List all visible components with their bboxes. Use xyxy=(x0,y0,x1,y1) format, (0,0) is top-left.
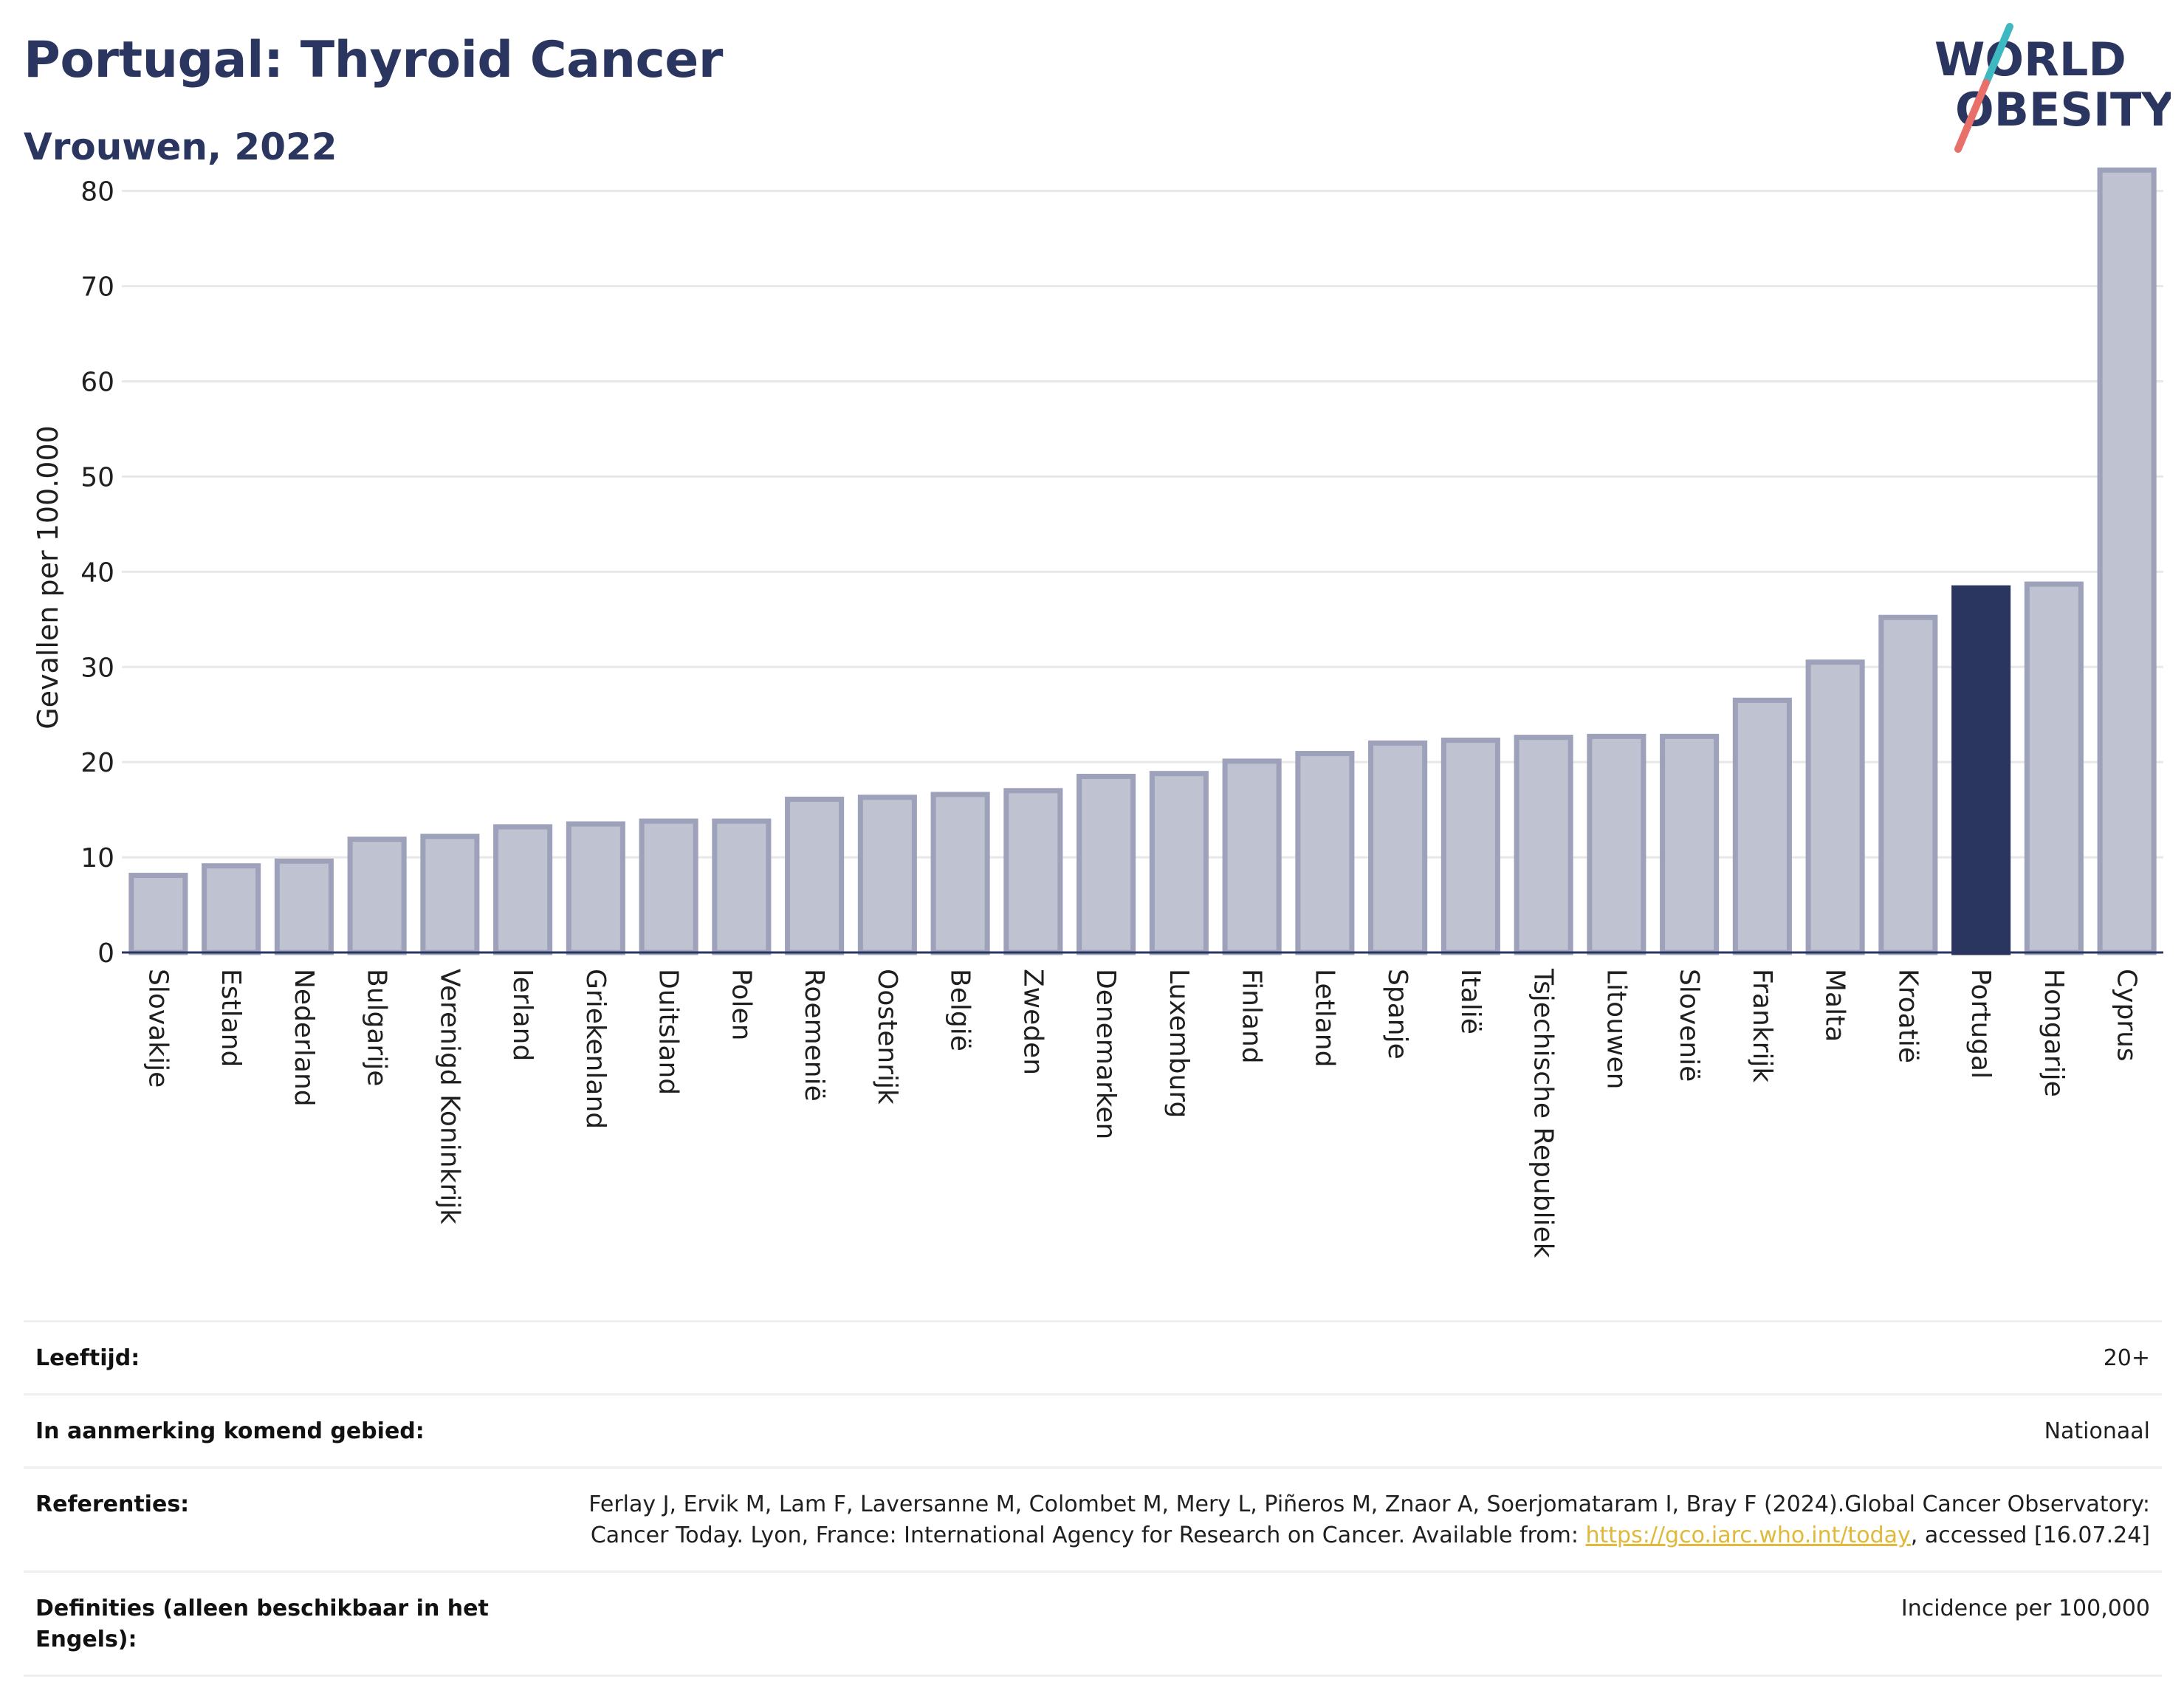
reference-link[interactable]: https://gco.iarc.who.int/today xyxy=(1585,1522,1911,1548)
x-tick-label: Slovenië xyxy=(1674,969,1704,1082)
bar-portugal xyxy=(1951,585,2011,955)
logo-slash-top xyxy=(1982,23,2013,86)
meta-label-age: Leeftijd: xyxy=(35,1345,140,1371)
page-title: Portugal: Thyroid Cancer xyxy=(24,31,723,89)
bar-hongarije xyxy=(2024,581,2084,955)
y-axis-title: Gevallen per 100.000 xyxy=(32,425,64,729)
y-tick-label: 70 xyxy=(80,272,114,303)
y-tick-labels: 0 10 20 30 40 50 60 70 80 xyxy=(80,177,114,969)
meta-value-references: Ferlay J, Ervik M, Lam F, Laversanne M, … xyxy=(540,1489,2150,1551)
logo-slash-bottom xyxy=(1954,79,1990,153)
y-tick-label: 50 xyxy=(80,462,114,492)
metadata-table: Leeftijd: 20+ In aanmerking komend gebie… xyxy=(24,1320,2162,1677)
x-tick-label: Malta xyxy=(1820,969,1850,1042)
bar-griekenland xyxy=(566,821,625,955)
bar-belgië xyxy=(930,792,990,955)
x-tick-label: Portugal xyxy=(1965,969,1996,1079)
y-tick-label: 30 xyxy=(80,653,114,683)
x-tick-label: Estland xyxy=(216,969,246,1067)
x-tick-label: Tsjechische Republiek xyxy=(1528,968,1559,1258)
bar-nederland xyxy=(274,858,334,955)
x-tick-label: Bulgarije xyxy=(362,969,392,1086)
reference-text: Ferlay J, Ervik M, Lam F, Laversanne M, … xyxy=(588,1491,2150,1548)
x-tick-label: Luxemburg xyxy=(1164,969,1194,1118)
meta-value-age: 20+ xyxy=(2103,1345,2150,1371)
meta-label-references: Referenties: xyxy=(35,1491,190,1517)
x-tick-label: Nederland xyxy=(289,969,319,1107)
x-tick-label: Kroatië xyxy=(1892,969,1923,1063)
bar-letland xyxy=(1295,751,1355,955)
bar-bulgarije xyxy=(347,837,407,955)
x-tick-label: Litouwen xyxy=(1601,969,1631,1089)
meta-value-area: Nationaal xyxy=(2044,1418,2150,1444)
meta-row-area: In aanmerking komend gebied: Nationaal xyxy=(24,1393,2162,1466)
x-tick-label: Italië xyxy=(1455,969,1486,1034)
x-tick-label: Hongarije xyxy=(2039,969,2069,1097)
y-tick-label: 80 xyxy=(80,177,114,207)
x-tick-label: Frankrijk xyxy=(1747,969,1777,1082)
x-tick-label: Letland xyxy=(1309,969,1339,1067)
bar-denemarken xyxy=(1076,774,1136,955)
x-tick-label: Duitsland xyxy=(653,969,684,1095)
bar-cyprus xyxy=(2097,167,2157,955)
bar-luxemburg xyxy=(1149,771,1209,955)
x-tick-label: Polen xyxy=(726,969,756,1040)
bar-chart: 0 10 20 30 40 50 60 70 80 Slovakije Estland Nederl… xyxy=(32,167,2163,1258)
bar-oostenrijk xyxy=(857,794,917,955)
bar-verenigd-koninkrijk xyxy=(420,834,480,955)
x-tick-label: Verenigd Koninkrijk xyxy=(434,969,464,1224)
bar-roemenië xyxy=(785,796,845,955)
meta-label-area: In aanmerking komend gebied: xyxy=(35,1418,425,1444)
bar-zweden xyxy=(1003,788,1063,955)
bar-malta xyxy=(1805,659,1865,955)
bar-tsjechische-republiek xyxy=(1514,735,1573,955)
y-tick-label: 20 xyxy=(80,748,114,778)
reference-accessed: , accessed [16.07.24] xyxy=(1910,1522,2150,1548)
bar-slovenië xyxy=(1660,733,1720,955)
x-tick-labels: Slovakije Estland Nederland Bulgarije Vereni… xyxy=(142,968,2141,1258)
x-tick-label: België xyxy=(945,969,975,1051)
bar-slovakije xyxy=(128,873,188,955)
y-tick-label: 60 xyxy=(80,368,114,398)
x-tick-label: Roemenië xyxy=(799,969,829,1102)
bar-frankrijk xyxy=(1732,697,1792,955)
x-tick-label: Oostenrijk xyxy=(872,969,902,1105)
bar-kroatië xyxy=(1878,614,1938,955)
meta-row-age: Leeftijd: 20+ xyxy=(24,1320,2162,1393)
world-obesity-logo: WORLD OBESITY xyxy=(1934,23,2171,153)
bar-ierland xyxy=(493,824,553,955)
logo-text-obesity: OBESITY xyxy=(1955,83,2171,137)
x-tick-label: Slovakije xyxy=(142,969,173,1088)
x-tick-label: Zweden xyxy=(1017,969,1048,1075)
meta-label-definitions: Definities (alleen beschikbaar in het En… xyxy=(35,1596,489,1652)
page-subtitle: Vrouwen, 2022 xyxy=(24,126,337,168)
bar-finland xyxy=(1222,758,1282,955)
logo-text-world: WORLD xyxy=(1934,32,2126,86)
bar-duitsland xyxy=(639,818,698,955)
y-tick-label: 40 xyxy=(80,557,114,588)
bar-polen xyxy=(712,818,772,955)
bar-italië xyxy=(1440,738,1500,955)
x-tick-label: Cyprus xyxy=(2112,969,2142,1062)
x-tick-label: Finland xyxy=(1237,969,1267,1064)
x-tick-label: Ierland xyxy=(507,969,538,1061)
y-tick-label: 10 xyxy=(80,843,114,873)
bar-litouwen xyxy=(1587,733,1646,955)
meta-row-references: Referenties: Ferlay J, Ervik M, Lam F, L… xyxy=(24,1466,2162,1570)
meta-row-definitions: Definities (alleen beschikbaar in het En… xyxy=(24,1570,2162,1677)
bars xyxy=(128,167,2157,955)
x-tick-label: Denemarken xyxy=(1091,969,1121,1139)
x-tick-label: Spanje xyxy=(1382,969,1412,1060)
meta-value-definitions: Incidence per 100,000 xyxy=(1900,1596,2150,1621)
y-tick-label: 0 xyxy=(97,938,114,969)
x-tick-label: Griekenland xyxy=(580,969,611,1129)
bar-estland xyxy=(202,863,261,955)
bar-spanje xyxy=(1368,740,1428,955)
